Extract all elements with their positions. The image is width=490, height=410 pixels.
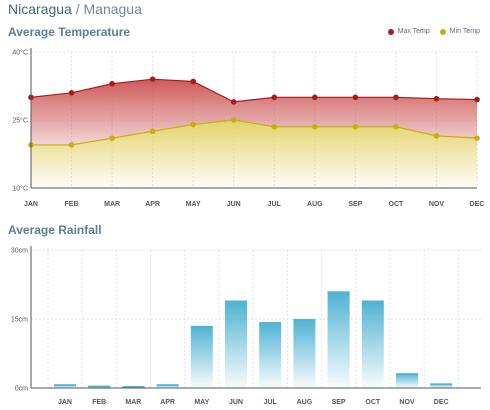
rain-y-tick-label: 15cm xyxy=(11,317,28,324)
rain-bar-cap xyxy=(122,386,145,388)
min-temp-area xyxy=(31,120,477,188)
rain-bar xyxy=(225,300,247,388)
rain-bar-cap xyxy=(190,325,213,328)
rain-bar xyxy=(361,300,384,388)
rain-x-tick-label: SEP xyxy=(332,399,346,406)
legend-label-min: Min Temp xyxy=(449,28,480,35)
rain-bar xyxy=(190,325,213,388)
rain-y-tick-label: 30cm xyxy=(11,248,28,255)
rain-x-tick-label: MAR xyxy=(125,399,141,406)
rain-y-tick-label: 0cm xyxy=(15,386,28,393)
rain-bar-cap xyxy=(88,385,111,388)
min-temp-point xyxy=(433,133,440,139)
rain-bar xyxy=(293,319,316,388)
rain-x-tick-label: OCT xyxy=(365,399,381,406)
rain-bar-cap xyxy=(361,300,384,303)
temp-x-tick-label: AUG xyxy=(307,201,323,208)
max-temp-point xyxy=(271,94,278,101)
rain-bar-cap xyxy=(396,373,418,375)
temp-x-tick-label: JUN xyxy=(227,201,241,208)
rainfall-chart-title: Average Rainfall xyxy=(8,223,102,237)
max-temp-point xyxy=(149,76,156,82)
rain-x-tick-label: AUG xyxy=(297,399,313,406)
temp-y-tick-label: 40°C xyxy=(12,49,28,57)
city-name: Managua xyxy=(83,1,142,17)
min-temp-dot-icon xyxy=(439,28,446,35)
rain-bar xyxy=(156,384,179,388)
temp-x-tick-label: SEP xyxy=(348,201,362,208)
max-temp-point xyxy=(433,95,440,102)
title-separator: / xyxy=(75,1,80,17)
temperature-legend: Max Temp Min Temp xyxy=(387,28,480,35)
max-temp-point xyxy=(190,78,196,85)
min-temp-point xyxy=(271,124,278,130)
min-temp-point xyxy=(312,124,318,130)
temp-y-tick-label: 25°C xyxy=(12,117,28,125)
rain-x-tick-label: DEC xyxy=(434,399,449,406)
temp-x-tick-label: APR xyxy=(145,201,160,208)
min-temp-point xyxy=(352,124,359,130)
max-temp-point xyxy=(312,94,318,101)
legend-label-max: Max Temp xyxy=(397,28,430,35)
rain-x-tick-label: FEB xyxy=(92,399,106,406)
min-temp-point xyxy=(149,128,156,135)
rain-x-tick-label: JAN xyxy=(58,399,72,406)
rain-bar-cap xyxy=(259,322,282,324)
min-temp-line xyxy=(31,119,478,146)
rain-bar-cap xyxy=(430,383,453,385)
legend-item-min: Min Temp xyxy=(439,28,480,35)
temp-x-tick-label: JUL xyxy=(268,201,282,208)
temp-x-tick-label: FEB xyxy=(65,201,79,208)
rain-bar xyxy=(54,384,76,388)
temp-x-tick-label: NOV xyxy=(429,201,445,208)
temp-y-tick-label: 10°C xyxy=(12,185,28,193)
min-temp-point xyxy=(393,124,399,130)
rain-bar-cap xyxy=(225,300,247,303)
temp-x-tick-label: OCT xyxy=(389,201,405,208)
rain-x-tick-label: JUN xyxy=(229,399,243,406)
max-temp-point xyxy=(474,96,480,103)
rain-x-tick-label: NOV xyxy=(399,399,415,406)
temperature-chart-title: Average Temperature xyxy=(8,25,131,39)
max-temp-point xyxy=(68,90,75,96)
max-temp-point xyxy=(109,80,115,87)
temp-x-tick-label: DEC xyxy=(470,201,485,208)
max-temp-point xyxy=(393,94,399,101)
rain-bar-cap xyxy=(327,291,350,293)
min-temp-point xyxy=(230,117,237,123)
rain-bar-cap xyxy=(54,384,76,386)
max-temp-point xyxy=(352,94,359,101)
rain-x-tick-label: MAY xyxy=(194,399,209,406)
rain-bar-cap xyxy=(156,384,179,386)
rain-bar xyxy=(327,291,350,388)
min-temp-point xyxy=(474,135,480,141)
legend-item-max: Max Temp xyxy=(387,28,430,35)
country-name: Nicaragua xyxy=(8,1,72,17)
min-temp-point xyxy=(68,142,75,148)
rain-bar xyxy=(396,373,418,388)
rain-bar xyxy=(259,322,282,388)
rain-x-tick-label: JUL xyxy=(264,399,278,406)
temp-x-tick-label: MAY xyxy=(186,201,201,208)
min-temp-point xyxy=(190,121,196,128)
max-temp-area xyxy=(31,79,477,145)
page-title: Nicaragua / Managua xyxy=(8,1,142,17)
max-temp-point xyxy=(230,99,237,105)
min-temp-point xyxy=(109,135,115,141)
rain-bar-cap xyxy=(293,319,316,321)
temp-x-tick-label: MAR xyxy=(104,201,120,208)
temp-x-tick-label: JAN xyxy=(24,201,38,208)
rain-x-tick-label: APR xyxy=(160,399,175,406)
rain-bar xyxy=(430,383,453,388)
max-temp-dot-icon xyxy=(387,28,394,35)
max-temp-line xyxy=(30,78,478,103)
